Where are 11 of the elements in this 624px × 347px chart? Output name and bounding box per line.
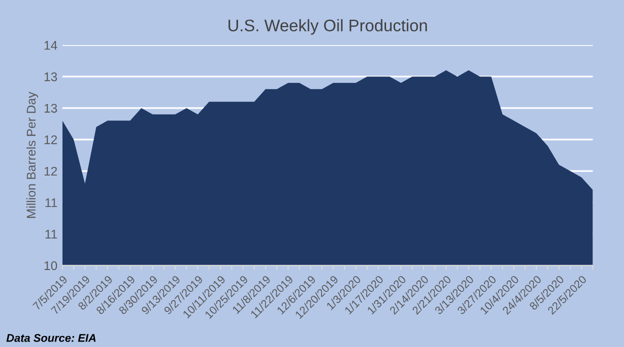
y-tick-label: 14 [44,41,58,50]
y-tick-label: 11 [46,198,57,208]
y-axis-title: Million Barrels Per Day [26,92,38,218]
chart-title: U.S. Weekly Oil Production [228,19,427,35]
y-tick-label: 13 [44,104,57,113]
y-tick-label: 13 [44,72,57,82]
y-tick-label: 12 [44,135,57,144]
source-note: Data Source: EIA [6,334,96,342]
y-tick-label: 12 [44,166,57,176]
y-tick-label: 11 [46,230,57,239]
y-tick-label: 10 [44,261,58,270]
